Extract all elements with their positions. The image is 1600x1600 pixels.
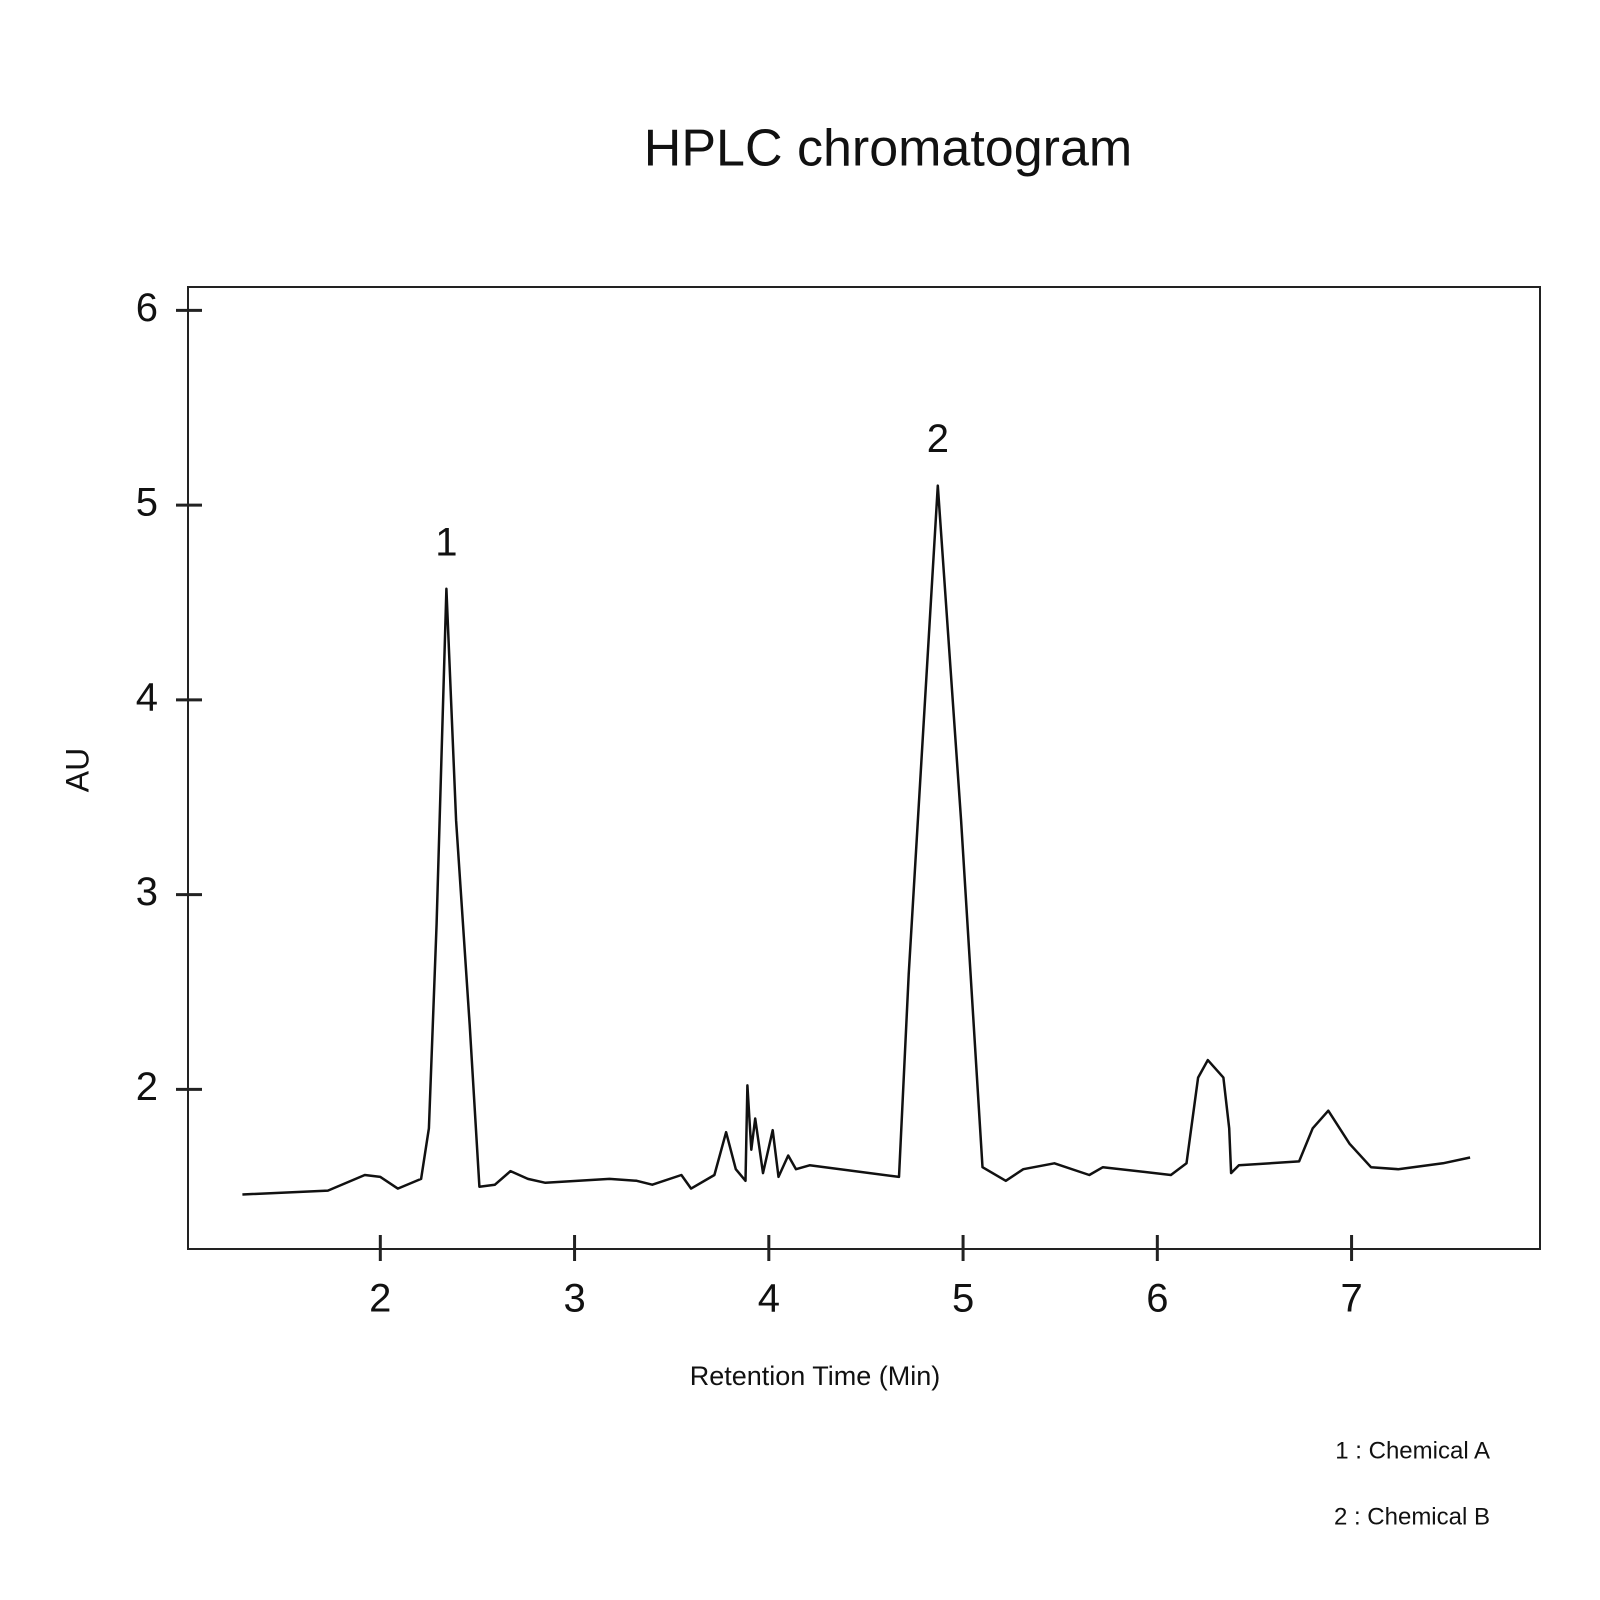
chart-title: HPLC chromatogram xyxy=(644,120,1132,178)
y-tick-label: 3 xyxy=(136,870,158,914)
peak-label: 1 xyxy=(435,520,457,564)
x-tick-label: 5 xyxy=(952,1277,974,1321)
data-line xyxy=(242,484,1471,1196)
x-tick-label: 7 xyxy=(1340,1277,1362,1321)
peak-label: 2 xyxy=(927,417,949,461)
y-axis-label: AU xyxy=(59,748,95,792)
x-axis-label: Retention Time (Min) xyxy=(690,1361,941,1391)
y-tick-label: 2 xyxy=(136,1065,158,1109)
x-tick-label: 3 xyxy=(563,1277,585,1321)
legend-note: 1 : Chemical A xyxy=(1335,1437,1490,1464)
y-tick-label: 4 xyxy=(136,675,158,719)
x-tick-label: 6 xyxy=(1146,1277,1168,1321)
y-tick-label: 6 xyxy=(136,286,158,330)
plot-frame xyxy=(187,286,1541,1250)
legend-note: 2 : Chemical B xyxy=(1334,1503,1490,1530)
x-tick-label: 4 xyxy=(758,1277,780,1321)
x-tick-label: 2 xyxy=(369,1277,391,1321)
y-tick-label: 5 xyxy=(136,481,158,525)
